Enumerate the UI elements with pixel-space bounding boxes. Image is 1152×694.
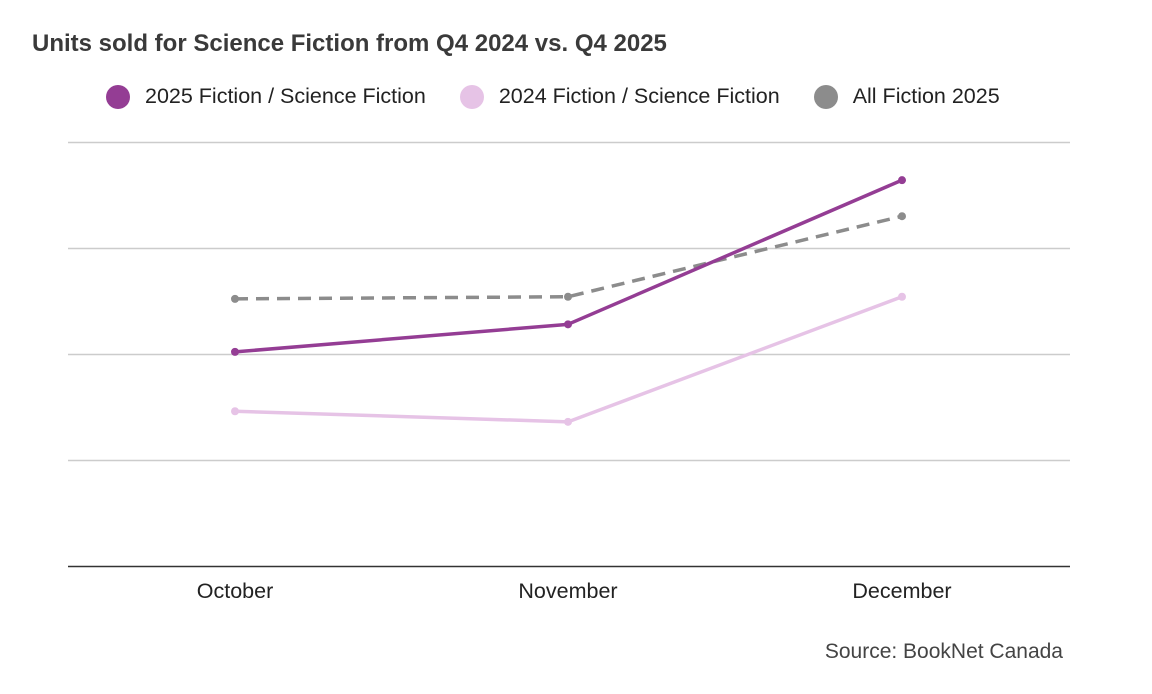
series-1 [231, 176, 906, 356]
legend-swatch [459, 84, 484, 109]
series-2 [231, 292, 906, 426]
data-point [231, 407, 239, 416]
x-tick-label: December [852, 579, 951, 603]
legend-item: All Fiction 2025 [813, 84, 1000, 109]
source-note: Source: BookNet Canada [824, 640, 1063, 663]
series-3 [231, 212, 906, 303]
legend-label: 2024 Fiction / Science Fiction [498, 84, 780, 108]
legend-swatch [106, 84, 130, 109]
legend-swatch [813, 84, 838, 109]
chart-title: Units sold for Science Fiction from Q4 2… [32, 30, 667, 57]
data-point [564, 417, 572, 426]
data-point [564, 320, 572, 329]
series-line [234, 214, 903, 301]
legend-item: 2025 Fiction / Science Fiction [106, 84, 426, 109]
legend-label: 2025 Fiction / Science Fiction [145, 84, 426, 108]
legend-item: 2024 Fiction / Science Fiction [459, 84, 780, 109]
legend-label: All Fiction 2025 [852, 84, 1000, 108]
data-point [231, 294, 239, 303]
data-point [898, 292, 906, 301]
x-tick-label: November [518, 579, 617, 603]
legend: 2025 Fiction / Science Fiction 2024 Ficti… [106, 84, 1000, 109]
series-line [234, 295, 903, 424]
gridlines [68, 141, 1070, 462]
data-point [898, 176, 906, 185]
data-point [231, 347, 239, 356]
data-point [898, 212, 906, 221]
x-tick-label: October [197, 579, 273, 603]
data-point [564, 292, 572, 301]
